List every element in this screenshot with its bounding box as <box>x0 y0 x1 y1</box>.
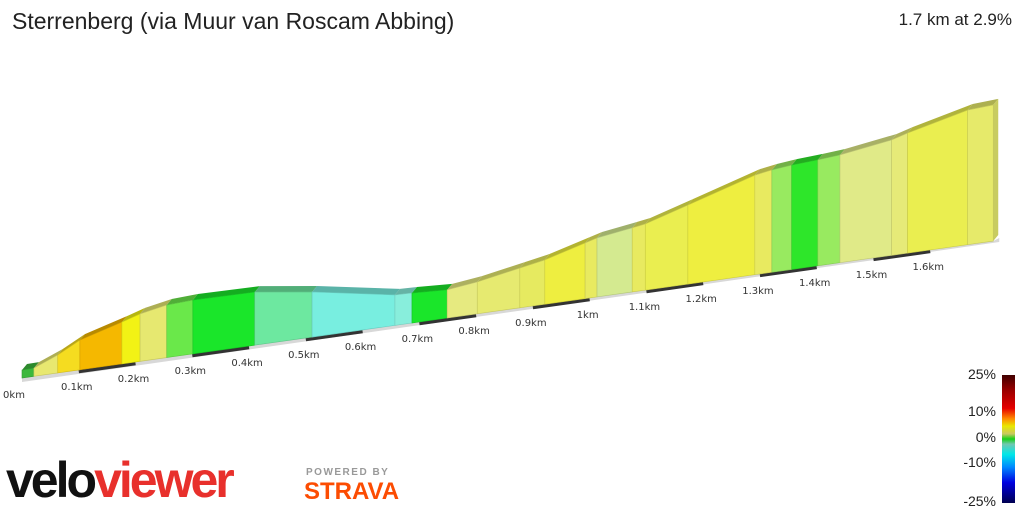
segment-top-face <box>519 253 550 269</box>
climb-summary: 1.7 km at 2.9% <box>898 10 1012 29</box>
km-marker <box>305 329 363 342</box>
km-marker <box>873 249 931 262</box>
chart-title: Sterrenberg (via Muur van Roscam Abbing) <box>12 8 455 34</box>
segment-top-face <box>166 294 198 306</box>
distance-tick-label: 1.1km <box>629 302 660 313</box>
profile-segment <box>21 367 35 379</box>
segment-top-face <box>79 316 127 341</box>
segment-top-face <box>121 307 146 323</box>
distance-tick-label: 0.2km <box>118 374 149 385</box>
profile-segment <box>791 159 819 270</box>
distance-tick-label: 1.6km <box>913 262 944 273</box>
profile-segment <box>544 242 586 305</box>
km-marker <box>78 361 136 374</box>
segment-top-face <box>411 283 453 294</box>
legend-label-neg25: -25% <box>963 493 996 509</box>
segment-top-face <box>839 133 897 155</box>
km-marker <box>532 297 590 310</box>
segment-top-face <box>967 98 999 111</box>
veloviewer-logo[interactable]: veloviewer <box>6 452 235 508</box>
segment-top-face <box>791 153 823 166</box>
profile-segment <box>584 237 598 299</box>
km-marker <box>759 265 817 278</box>
profile-segment <box>839 139 892 264</box>
distance-tick-label: 0.5km <box>288 350 319 361</box>
profile-segment <box>907 109 969 254</box>
profile-segment <box>254 291 313 346</box>
profile-segment <box>596 227 633 298</box>
segment-top-face <box>687 169 760 206</box>
segment-top-face <box>597 221 638 238</box>
profile-segment <box>476 267 521 315</box>
segment-top-face <box>22 362 39 371</box>
profile-segment <box>891 132 908 256</box>
distance-tick-label: 0.6km <box>345 342 376 353</box>
km-marker <box>419 313 477 326</box>
profile-segment <box>754 169 773 276</box>
logo-velo: velo <box>6 452 97 508</box>
profile-segment <box>192 291 256 355</box>
profile-segment <box>166 299 194 358</box>
segment-top-face <box>254 285 318 293</box>
distance-tick-label: 0.3km <box>175 366 206 377</box>
distance-tick-label: 1.3km <box>742 286 773 297</box>
elevation-profile: 0km 0.1km 0.2km 0.3km 0.4km 0.5km 0.6km 0.7km 0.… <box>3 98 1000 401</box>
segment-top-face <box>544 236 591 260</box>
segment-top-face <box>907 104 973 134</box>
distance-tick-label: 1km <box>577 310 599 321</box>
profile-segment <box>631 223 646 293</box>
profile-segment <box>121 313 141 365</box>
km-marker <box>646 281 704 294</box>
segment-top-face <box>754 163 777 176</box>
profile-segment <box>411 289 448 324</box>
segment-top-face <box>447 276 483 290</box>
profile-segment <box>771 164 793 273</box>
profile-segment <box>519 259 546 309</box>
segment-top-face <box>477 262 525 283</box>
distance-tick-label: 0.7km <box>402 334 433 345</box>
distance-tick-label: 1.5km <box>856 270 887 281</box>
distance-tick-label: 0.8km <box>458 326 489 337</box>
profile-segment <box>394 292 413 326</box>
segment-top-face <box>645 199 693 224</box>
distance-tick-label: 0.1km <box>61 382 92 393</box>
km-marker <box>192 345 250 358</box>
logo-viewer: viewer <box>94 452 235 508</box>
profile-segment <box>687 174 756 285</box>
distance-tick-label: 0km <box>3 390 25 401</box>
segment-top-face <box>817 148 845 160</box>
distance-tick-label: 1.2km <box>685 294 716 305</box>
gradient-color-scale <box>1002 375 1015 503</box>
distance-tick-label: 0.4km <box>231 358 262 369</box>
segment-top-face <box>33 349 63 369</box>
profile-segment <box>139 304 168 362</box>
profile-end-face <box>993 98 999 242</box>
segment-top-face <box>891 127 913 140</box>
legend-label-neg10: -10% <box>963 454 996 470</box>
segment-top-face <box>140 299 172 314</box>
distance-tick-label: 1.4km <box>799 278 830 289</box>
segment-top-face <box>192 286 260 301</box>
strava-logo[interactable]: STRAVA <box>304 478 400 505</box>
segment-top-face <box>771 159 797 170</box>
profile-segment <box>967 104 994 246</box>
segment-top-face <box>632 217 651 228</box>
profile-base <box>22 238 1000 382</box>
distance-tick-label: 0.9km <box>515 318 546 329</box>
segment-top-face <box>57 334 85 356</box>
powered-by-label: POWERED BY <box>306 467 390 478</box>
segment-top-face <box>585 231 603 243</box>
legend-label-0: 0% <box>975 429 996 445</box>
legend-label-25: 25% <box>967 366 996 382</box>
legend-label-10: 10% <box>967 403 996 419</box>
profile-segment <box>817 154 841 267</box>
